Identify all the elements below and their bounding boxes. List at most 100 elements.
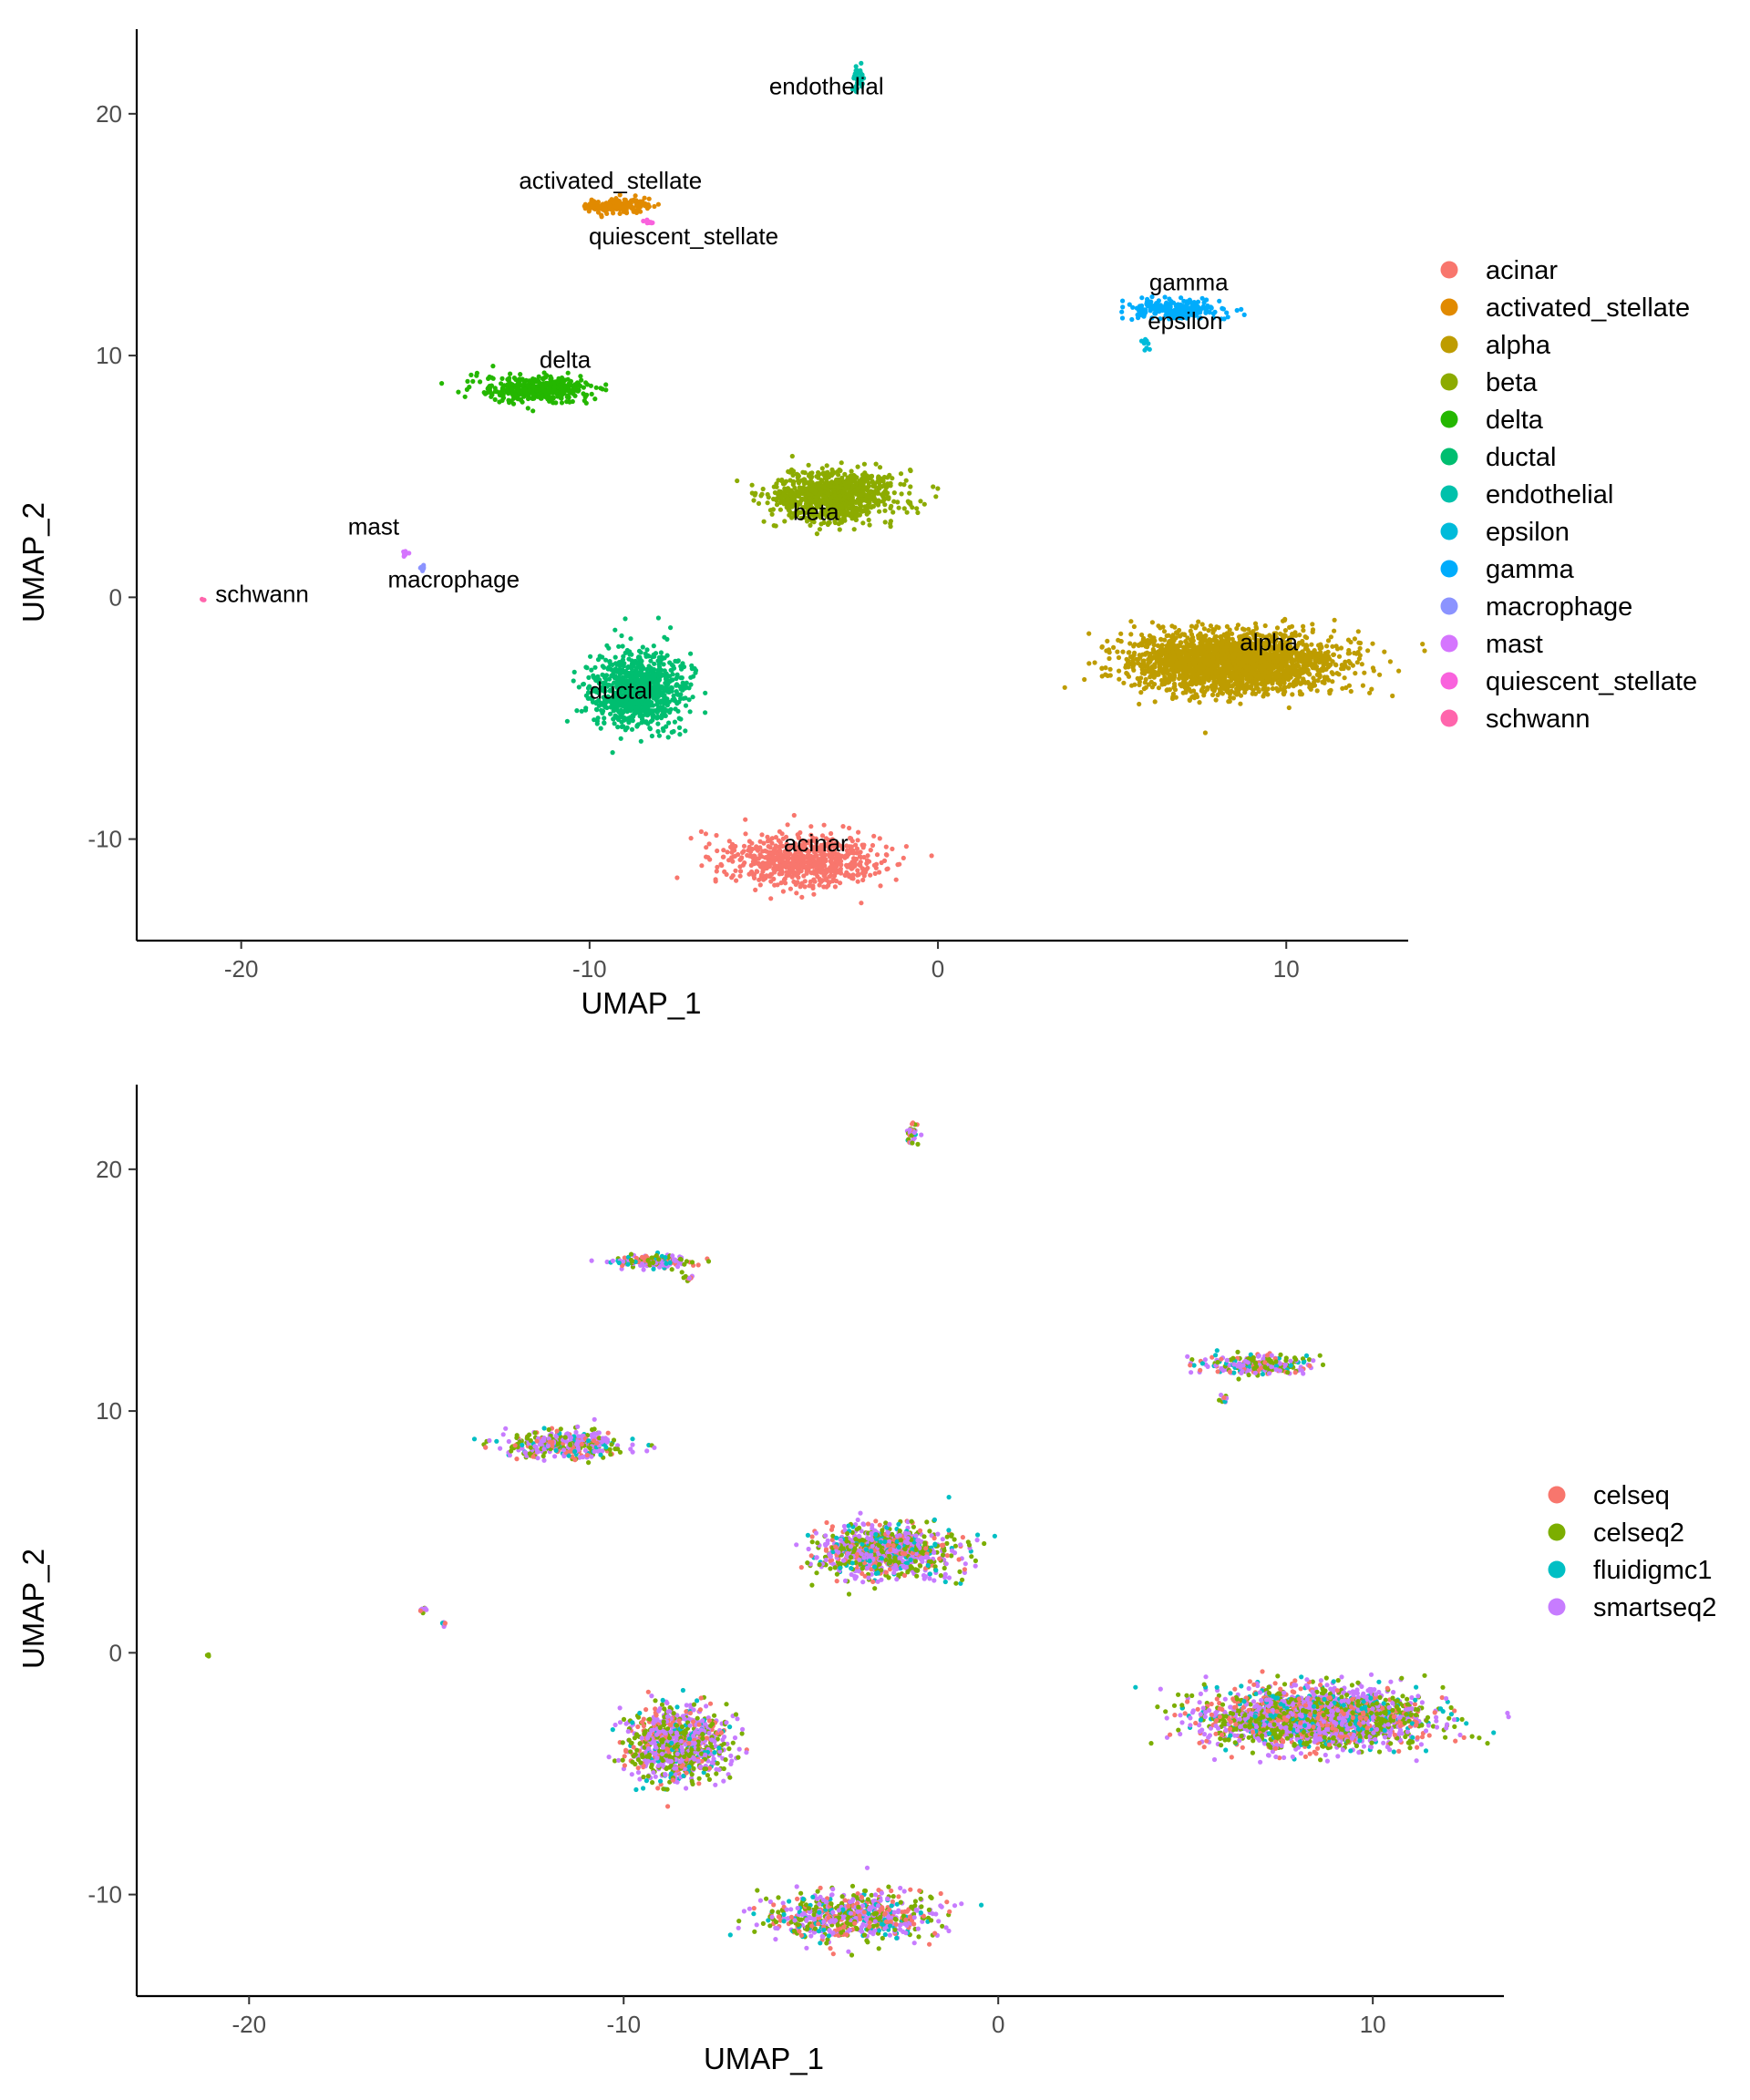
point-delta <box>593 385 599 390</box>
point-ductal <box>598 726 603 731</box>
point-alpha <box>1137 701 1142 707</box>
point-activated_stellate <box>646 204 652 210</box>
point-gamma <box>1199 295 1205 301</box>
point-acinar <box>721 848 726 853</box>
point-ductal <box>647 726 653 731</box>
point-acinar <box>812 849 818 855</box>
point-ductal <box>655 728 661 735</box>
point-delta <box>536 387 541 393</box>
point-delta <box>520 376 525 382</box>
point-alpha <box>1333 643 1339 649</box>
point-delta <box>578 383 583 388</box>
point-beta <box>796 489 801 495</box>
point-activated_stellate <box>646 196 652 201</box>
point-schwann <box>201 597 206 602</box>
point-activated_stellate <box>609 197 614 202</box>
point-beta <box>856 498 861 504</box>
point-gamma <box>1129 316 1135 323</box>
point-epsilon <box>1142 347 1148 353</box>
point-ductal <box>641 666 646 672</box>
point-ductal <box>612 654 618 660</box>
point-acinar <box>771 848 777 853</box>
point-ductal <box>669 685 674 691</box>
point-beta <box>765 500 770 506</box>
point-gamma <box>1127 302 1132 307</box>
point-ductal <box>623 707 630 713</box>
point-acinar <box>743 817 748 822</box>
point-ductal <box>657 659 664 664</box>
point-beta <box>846 483 851 489</box>
point-acinar <box>802 884 808 890</box>
point-acinar <box>817 848 822 853</box>
point-delta <box>598 386 603 391</box>
point-acinar <box>769 836 775 841</box>
point-acinar <box>779 870 785 876</box>
point-beta <box>790 480 797 486</box>
point-activated_stellate <box>582 201 588 207</box>
point-acinar <box>893 877 899 882</box>
point-ductal <box>689 666 695 672</box>
point-ductal <box>613 714 620 720</box>
point-beta <box>774 484 779 489</box>
point-acinar <box>777 858 782 864</box>
point-acinar <box>796 868 801 873</box>
point-beta <box>804 487 809 492</box>
point-acinar <box>897 861 902 867</box>
point-alpha <box>1369 686 1374 692</box>
point-delta <box>499 376 505 381</box>
point-beta <box>769 511 775 517</box>
point-acinar <box>812 879 818 884</box>
point-alpha <box>1149 620 1155 625</box>
point-beta <box>878 476 883 481</box>
point-acinar <box>817 864 823 870</box>
point-alpha <box>1172 687 1179 693</box>
point-delta <box>500 385 506 390</box>
point-ductal <box>629 726 635 732</box>
point-acinar <box>877 836 882 841</box>
point-acinar <box>854 846 860 851</box>
point-beta <box>888 519 894 524</box>
point-acinar <box>874 852 880 858</box>
point-acinar <box>794 847 799 852</box>
point-acinar <box>808 864 813 870</box>
point-acinar <box>858 860 863 865</box>
point-beta <box>882 520 888 525</box>
point-acinar <box>726 839 732 844</box>
point-delta <box>510 401 517 407</box>
point-acinar <box>832 884 839 890</box>
point-beta <box>855 512 861 518</box>
point-ductal <box>631 661 637 666</box>
point-alpha <box>1138 690 1144 695</box>
point-beta <box>806 462 811 468</box>
point-acinar <box>767 859 773 864</box>
point-beta <box>908 484 913 489</box>
point-beta <box>882 508 888 513</box>
point-acinar <box>777 839 783 845</box>
point-acinar <box>756 860 762 867</box>
point-ductal <box>656 671 662 676</box>
point-acinar <box>808 824 814 829</box>
point-beta <box>835 484 840 489</box>
point-ductal <box>571 678 576 684</box>
point-alpha <box>1165 687 1170 693</box>
point-ductal <box>608 662 613 667</box>
point-delta <box>492 396 498 402</box>
point-beta <box>808 476 814 481</box>
point-ductal <box>649 733 655 739</box>
point-ductal <box>603 657 609 663</box>
point-ductal <box>594 707 600 713</box>
point-delta <box>551 384 558 389</box>
point-alpha <box>1352 650 1357 656</box>
point-beta <box>801 481 808 487</box>
point-acinar <box>808 843 814 849</box>
point-acinar <box>761 877 767 882</box>
point-alpha <box>1332 628 1337 633</box>
point-ductal <box>633 711 638 716</box>
point-delta <box>564 399 570 405</box>
point-acinar <box>839 846 845 851</box>
point-beta <box>877 509 882 514</box>
point-ductal <box>643 719 649 725</box>
point-gamma <box>1224 310 1230 315</box>
point-acinar <box>849 866 854 871</box>
point-alpha <box>1357 645 1363 651</box>
